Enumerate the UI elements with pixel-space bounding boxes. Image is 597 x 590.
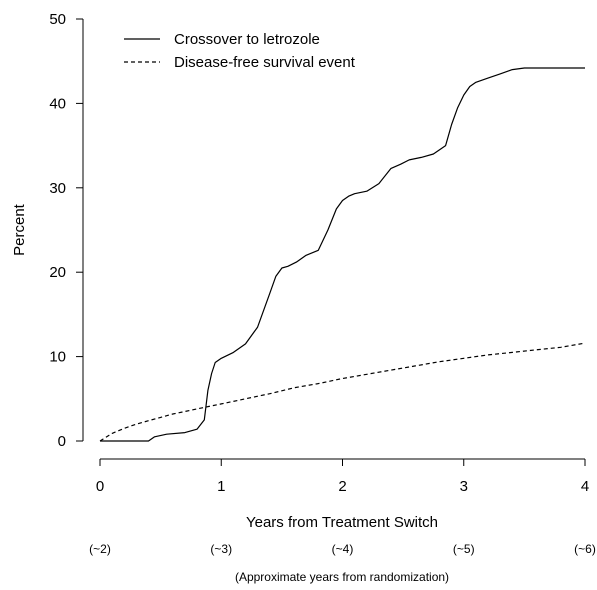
x-tick-label-0: 0 — [96, 478, 104, 495]
secondary-x-tick-label-0: (~2) — [89, 542, 111, 556]
y-tick-label-3: 30 — [49, 180, 66, 197]
x-tick-label-1: 1 — [217, 478, 225, 495]
axes: 0 10 20 30 40 50 0 1 2 3 4 (~2) (~3) (~4) (~5) (~6) — [49, 11, 596, 556]
secondary-x-axis-label: (Approximate years from randomization) — [235, 570, 449, 584]
secondary-x-tick-label-3: (~5) — [453, 542, 475, 556]
x-axis-label: Years from Treatment Switch — [246, 514, 438, 531]
y-tick-label-4: 40 — [49, 95, 66, 112]
x-tick-label-3: 3 — [460, 478, 468, 495]
legend-label-1: Disease-free survival event — [174, 54, 356, 71]
y-tick-label-5: 50 — [49, 11, 66, 28]
y-tick-label-0: 0 — [58, 433, 66, 450]
secondary-x-tick-label-4: (~6) — [574, 542, 596, 556]
series-line-disease-free-survival-event — [99, 342, 586, 442]
legend-label-0: Crossover to letrozole — [174, 31, 320, 48]
series-line-crossover-to-letrozole — [100, 67, 585, 442]
secondary-x-tick-label-1: (~3) — [210, 542, 232, 556]
y-tick-label-2: 20 — [49, 264, 66, 281]
x-tick-label-4: 4 — [581, 478, 589, 495]
x-tick-label-2: 2 — [338, 478, 346, 495]
y-tick-label-1: 10 — [49, 349, 66, 366]
series-layer — [99, 67, 586, 442]
y-axis-label: Percent — [11, 203, 28, 256]
secondary-x-tick-label-2: (~4) — [332, 542, 354, 556]
legend: Crossover to letrozole Disease-free survi… — [124, 31, 356, 71]
